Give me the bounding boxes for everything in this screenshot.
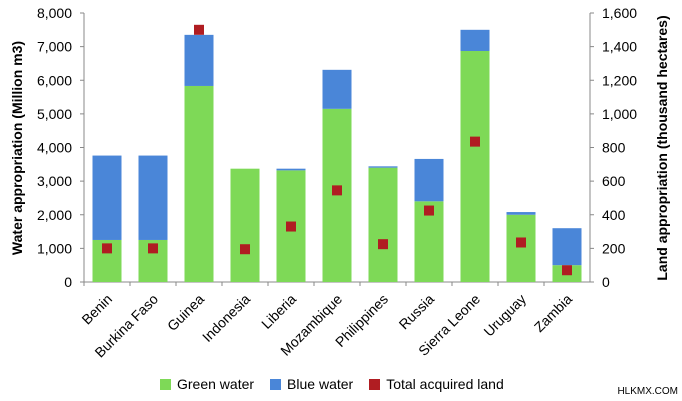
legend-item-green-water: Green water <box>160 376 254 392</box>
right-axis-title: Land appropriation (thousand hectares) <box>654 15 670 280</box>
bar-blue-water-uruguay <box>506 212 536 215</box>
right-tick-label: 0 <box>602 274 610 290</box>
left-tick-label: 6,000 <box>37 72 72 88</box>
right-tick-label: 1,600 <box>602 5 637 21</box>
right-tick-label: 1,200 <box>602 72 637 88</box>
bar-green-water-mozambique <box>322 108 352 282</box>
left-tick-label: 0 <box>64 274 72 290</box>
marker-total-acquired-land-benin <box>102 243 112 254</box>
marker-total-acquired-land-indonesia <box>240 244 250 255</box>
right-tick-label: 800 <box>602 140 626 156</box>
left-tick-label: 3,000 <box>37 173 72 189</box>
x-tick-label-russia: Russia <box>396 291 438 333</box>
left-tick-label: 4,000 <box>37 140 72 156</box>
right-tick-label: 1,400 <box>602 39 637 55</box>
right-tick-label: 1,000 <box>602 106 637 122</box>
chart-marks: 0 1,000 2,000 3,000 4,000 5,000 6,000 7,000 8,00… <box>37 5 637 360</box>
marker-total-acquired-land-philippines <box>378 239 388 250</box>
legend-swatch-green-water <box>160 378 171 390</box>
bar-blue-water-liberia <box>276 168 306 171</box>
bar-green-water-uruguay <box>506 214 536 282</box>
legend-swatch-total-acquired-land <box>369 378 381 390</box>
marker-total-acquired-land-sierra-leone <box>470 136 480 147</box>
bar-blue-water-guinea <box>184 34 214 86</box>
legend-label-green-water: Green water <box>177 376 255 392</box>
marker-total-acquired-land-uruguay <box>516 237 526 248</box>
x-tick-label-zambia: Zambia <box>531 291 575 335</box>
watermark: HLKMX.COM <box>617 386 678 397</box>
bar-green-water-sierra-leone <box>460 50 490 283</box>
left-tick-label: 1,000 <box>37 240 72 256</box>
left-tick-label: 7,000 <box>37 39 72 55</box>
bar-blue-water-philippines <box>368 166 398 168</box>
bar-blue-water-burkina-faso <box>138 155 168 240</box>
marker-total-acquired-land-mozambique <box>332 185 342 196</box>
left-tick-label: 2,000 <box>37 207 72 223</box>
right-tick-label: 400 <box>602 207 626 223</box>
x-tick-label-liberia: Liberia <box>258 291 299 332</box>
marker-total-acquired-land-guinea <box>194 24 204 35</box>
x-tick-label-benin: Benin <box>78 291 115 328</box>
right-tick-label: 600 <box>602 173 626 189</box>
x-tick-label-indonesia: Indonesia <box>199 291 253 345</box>
bar-green-water-indonesia <box>230 168 260 282</box>
left-tick-label: 5,000 <box>37 106 72 122</box>
legend-item-total-acquired-land: Total acquired land <box>369 376 504 392</box>
bar-green-water-philippines <box>368 167 398 282</box>
legend-label-total-acquired-land: Total acquired land <box>386 376 504 392</box>
marker-total-acquired-land-liberia <box>286 221 296 232</box>
x-tick-label-uruguay: Uruguay <box>480 291 529 340</box>
marker-total-acquired-land-burkina-faso <box>148 243 158 254</box>
marker-total-acquired-land-russia <box>424 205 434 216</box>
left-axis-title: Water appropriation (Million m3) <box>9 41 25 255</box>
bar-green-water-guinea <box>184 85 214 282</box>
left-tick-label: 8,000 <box>37 5 72 21</box>
bar-blue-water-russia <box>414 158 444 202</box>
marker-total-acquired-land-zambia <box>562 265 572 276</box>
bar-blue-water-sierra-leone <box>460 29 490 51</box>
legend-swatch-blue-water <box>270 378 282 390</box>
right-tick-label: 200 <box>602 240 626 256</box>
legend-item-blue-water: Blue water <box>270 376 353 392</box>
bar-blue-water-benin <box>92 155 122 240</box>
bar-blue-water-mozambique <box>322 69 352 109</box>
x-tick-label-guinea: Guinea <box>164 291 207 334</box>
legend: Green water Blue water Total acquired la… <box>160 376 504 392</box>
legend-label-blue-water: Blue water <box>287 376 354 392</box>
bar-blue-water-zambia <box>552 228 582 266</box>
